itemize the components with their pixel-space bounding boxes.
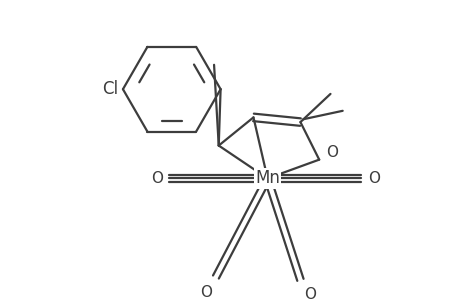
Text: Cl: Cl [101, 80, 118, 98]
Text: O: O [303, 287, 315, 300]
Text: O: O [200, 284, 212, 299]
Text: O: O [151, 171, 162, 186]
Text: Mn: Mn [255, 169, 280, 188]
Text: O: O [325, 145, 338, 160]
Text: O: O [367, 171, 379, 186]
